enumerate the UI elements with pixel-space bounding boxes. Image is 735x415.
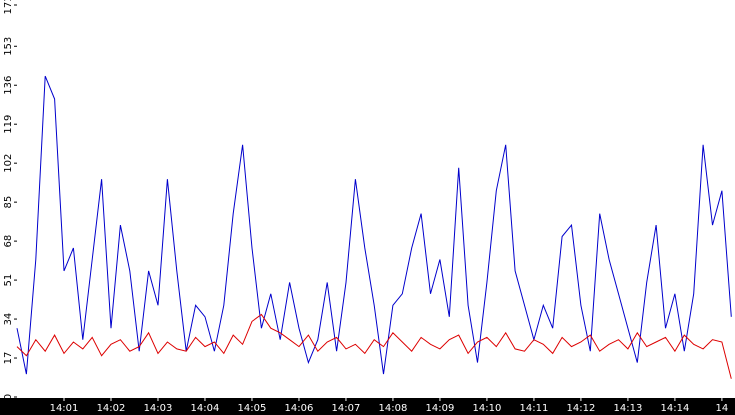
y-tick-label: 136	[3, 76, 14, 95]
series-line	[16, 75, 732, 375]
y-tick-label: 0	[3, 394, 14, 400]
x-tick-label: 14:09	[426, 403, 455, 414]
y-tick-label: 17	[3, 352, 14, 365]
x-tick-label: 14:02	[97, 403, 126, 414]
x-tick-label: 14:12	[567, 403, 596, 414]
y-tick-label: 51	[3, 274, 14, 287]
y-tick-label: 85	[3, 196, 14, 209]
x-tick-label: 14:04	[191, 403, 220, 414]
series-line	[16, 313, 732, 379]
y-tick-label: 34	[3, 313, 14, 326]
y-tick-label: 171	[3, 0, 14, 15]
x-tick-label: 14	[716, 403, 729, 414]
y-tick-label: 119	[3, 115, 14, 134]
x-tick-label: 14:08	[379, 403, 408, 414]
x-tick-label: 14:03	[144, 403, 173, 414]
x-tick-label: 14:13	[614, 403, 643, 414]
x-tick-label: 14:14	[660, 403, 689, 414]
x-tick-label: 14:05	[238, 403, 267, 414]
y-tick-label: 102	[3, 154, 14, 173]
x-tick-label: 14:11	[520, 403, 549, 414]
x-axis-band	[0, 398, 735, 415]
y-tick-label: 68	[3, 235, 14, 248]
y-tick-label: 153	[3, 37, 14, 56]
x-tick-label: 14:10	[473, 403, 502, 414]
x-tick-label: 14:06	[285, 403, 314, 414]
x-tick-label: 14:01	[50, 403, 79, 414]
x-tick-label: 14:07	[332, 403, 361, 414]
